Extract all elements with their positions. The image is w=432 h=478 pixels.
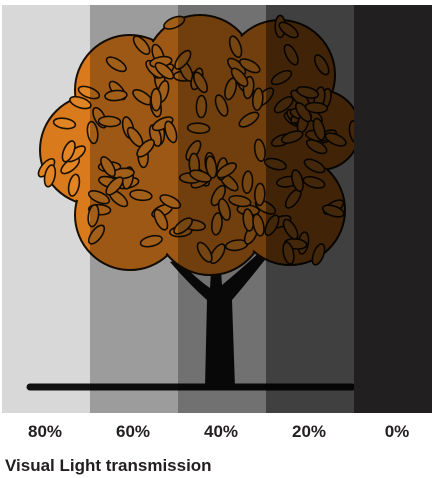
- leaf: [61, 140, 76, 163]
- leaf: [230, 67, 249, 88]
- tint-panel: [178, 5, 266, 413]
- leaf: [163, 15, 186, 30]
- panel-label: 20%: [292, 422, 326, 441]
- leaf: [253, 138, 266, 162]
- trunk: [170, 250, 268, 387]
- leaf: [132, 35, 151, 56]
- leaf: [67, 173, 81, 197]
- leaf: [185, 140, 202, 161]
- leaf: [150, 87, 162, 112]
- leaf: [217, 198, 231, 221]
- leaf: [241, 170, 254, 194]
- panel-label: 80%: [28, 422, 62, 441]
- leaf: [214, 94, 229, 117]
- leaf: [100, 156, 116, 178]
- leaf: [193, 71, 208, 94]
- leaf: [87, 204, 100, 228]
- leaf: [196, 241, 213, 263]
- leaf: [105, 176, 124, 196]
- leaf: [189, 169, 212, 183]
- panel-label: 0%: [385, 422, 410, 441]
- leaf: [173, 217, 194, 235]
- leaf: [195, 94, 208, 119]
- tint-panel: [90, 5, 178, 413]
- leaf: [105, 56, 127, 73]
- tint-panel: [2, 5, 90, 413]
- leaf: [205, 155, 218, 179]
- leaf: [86, 120, 99, 145]
- leaf: [77, 85, 101, 100]
- leaf: [216, 162, 238, 179]
- leaf: [104, 89, 128, 102]
- tint-panel: [354, 5, 432, 413]
- tint-panel: [266, 5, 354, 413]
- leaf: [228, 35, 243, 59]
- leaf: [210, 184, 226, 207]
- leaf: [174, 49, 192, 70]
- leaf: [136, 138, 155, 158]
- leaf: [129, 189, 153, 202]
- panel-label: 60%: [116, 422, 150, 441]
- leaf: [164, 120, 178, 144]
- caption: Visual Light transmission: [5, 456, 212, 475]
- leaf: [154, 61, 175, 80]
- leaf: [238, 111, 260, 128]
- leaf: [239, 58, 261, 74]
- leaf: [252, 213, 265, 237]
- leaf: [69, 95, 92, 110]
- leaf: [186, 122, 211, 135]
- leaf: [210, 212, 223, 236]
- leaf: [253, 182, 266, 207]
- leaf: [159, 194, 182, 209]
- leaf: [139, 234, 163, 248]
- leaf: [87, 224, 106, 245]
- leaf: [87, 190, 111, 205]
- leaf: [251, 87, 264, 111]
- leaf: [43, 164, 57, 188]
- panels: [2, 5, 432, 413]
- leaf: [209, 243, 226, 265]
- leaf: [97, 115, 122, 128]
- leaf: [228, 194, 252, 208]
- panel-label: 40%: [204, 422, 238, 441]
- leaf: [52, 117, 77, 130]
- leaf: [153, 208, 169, 231]
